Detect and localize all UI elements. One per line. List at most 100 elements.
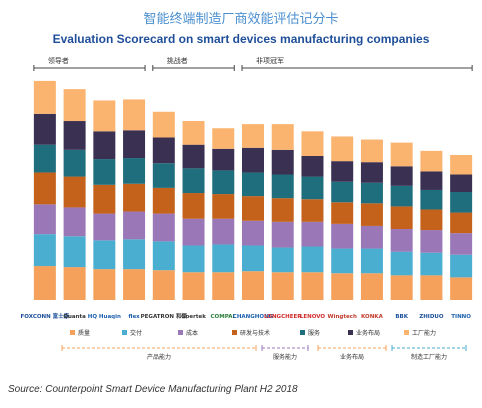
bar-segment [212,272,235,300]
bar-segment [242,245,264,272]
bar-segment [331,273,354,300]
bar-segment [271,124,294,150]
bar-segment [242,124,264,148]
category-label: PEGATRON 和硕 [141,312,188,320]
bar-segment [271,174,294,199]
bar-segment [63,149,86,177]
bar-segment [123,158,146,184]
bar-segment [271,149,294,175]
category-label: CHANGHONG [233,314,274,320]
category-label: HQ Huaqin [88,314,121,320]
bar-segment [93,131,116,160]
bar-segment [212,148,235,171]
bar-segment [33,144,56,173]
bar-segment [152,270,175,300]
bar-segment [360,248,383,274]
bar-segment [212,218,235,245]
bar-segment [93,240,116,270]
bar-segment [301,156,324,177]
bar-segment [301,199,324,222]
category-label: ZHIDUO [419,314,444,320]
legend-label: 交付 [130,329,142,337]
bar-segment [212,244,235,273]
bar-segment [331,223,354,249]
category-label: Wingtech [328,314,357,320]
legend-swatch [232,330,237,335]
bar-segment [390,206,413,230]
bar-segment [63,176,86,208]
bar-segment [63,207,86,237]
bar-segment [331,161,354,182]
bar-segment [450,277,473,300]
bar-segment [123,211,146,240]
bar-segment [271,247,294,273]
legend-swatch [178,330,183,335]
bar-segment [331,181,354,203]
bar-segment [152,111,175,138]
bar-segment [242,220,264,246]
legend-label: 业务布局 [356,329,380,337]
bar-segment [152,137,175,164]
bar-segment [360,225,383,249]
bar-segment [182,218,205,246]
group-label: 领导者 [48,56,69,65]
legend-label: 研发与技术 [240,329,270,337]
bar-segment [212,194,235,219]
bar-segment [420,230,443,253]
category-label: flex [128,314,140,320]
bar-segment [420,171,443,190]
bar-segment [123,269,146,300]
category-label: LONGCHEER [264,314,302,320]
bar-segment [420,252,443,276]
category-label: BBK [395,314,408,320]
bar-segment [420,209,443,231]
bar-segment [152,187,175,214]
legend-swatch [300,330,305,335]
legend-swatch [122,330,127,335]
bar-segment [390,166,413,186]
bar-segment [123,99,146,131]
bar-segment [360,162,383,183]
bar-segment [242,147,264,173]
bar-segment [390,275,413,300]
bar-segment [301,221,324,247]
legend-label: 工厂能力 [412,329,436,337]
legend-swatch [404,330,409,335]
bar-segment [450,192,473,213]
bar-segment [360,182,383,204]
category-label: COMPAL [211,314,237,320]
legend-group-label: 业务布局 [340,353,364,361]
bar-segment [360,273,383,300]
bar-segment [450,174,473,192]
bar-segment [212,170,235,195]
legend-swatch [70,330,75,335]
bar-segment [242,271,264,300]
bar-segment [63,267,86,300]
bar-segment [420,275,443,300]
bar-segment [242,196,264,221]
bar-segment [123,239,146,270]
bar-segment [360,203,383,226]
bar-segment [33,80,56,114]
bar-segment [212,128,235,149]
bar-segment [33,234,56,267]
source-note: Source: Counterpoint Smart Device Manufa… [8,384,298,395]
bar-segment [331,248,354,274]
legend-label: 成本 [186,329,198,337]
legend-label: 服务 [308,329,320,337]
chart-title-cn: 智能终端制造厂商效能评估记分卡 [143,12,339,27]
bar-segment [271,272,294,300]
bar-segment [33,266,56,300]
category-label: TINNO [451,314,471,320]
group-label: 挑战者 [167,56,188,65]
legend-group-label: 产品能力 [147,353,171,361]
bar-segment [271,198,294,222]
bar-segment [33,172,56,205]
bar-segment [182,193,205,219]
category-label: FOXCONN 富士康 [21,312,70,320]
bar-segment [301,131,324,156]
bar-segment [242,172,264,197]
bar-segment [182,245,205,273]
